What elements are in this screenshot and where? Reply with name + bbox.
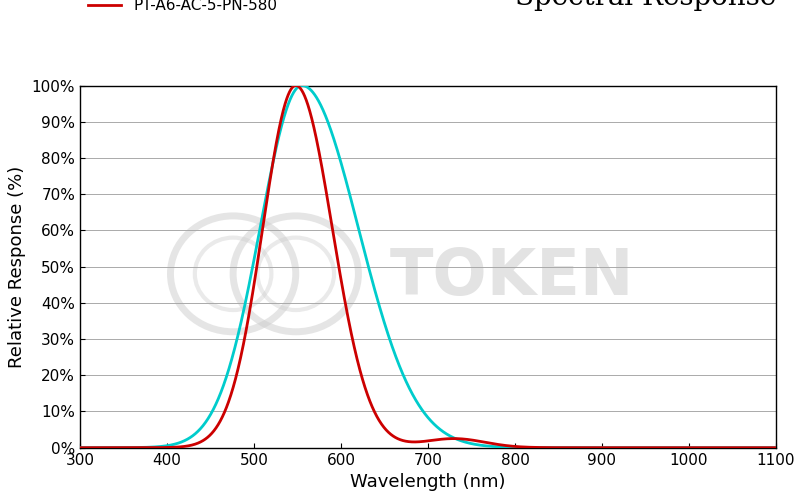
Y-axis label: Relative Response (%): Relative Response (%) [8, 165, 26, 368]
Legend: Human Eye, PT-A6-AC-5-PN-580: Human Eye, PT-A6-AC-5-PN-580 [88, 0, 278, 14]
Text: Spectral Response: Spectral Response [515, 0, 776, 11]
Text: TOKEN: TOKEN [390, 246, 634, 308]
X-axis label: Wavelength (nm): Wavelength (nm) [350, 473, 506, 491]
